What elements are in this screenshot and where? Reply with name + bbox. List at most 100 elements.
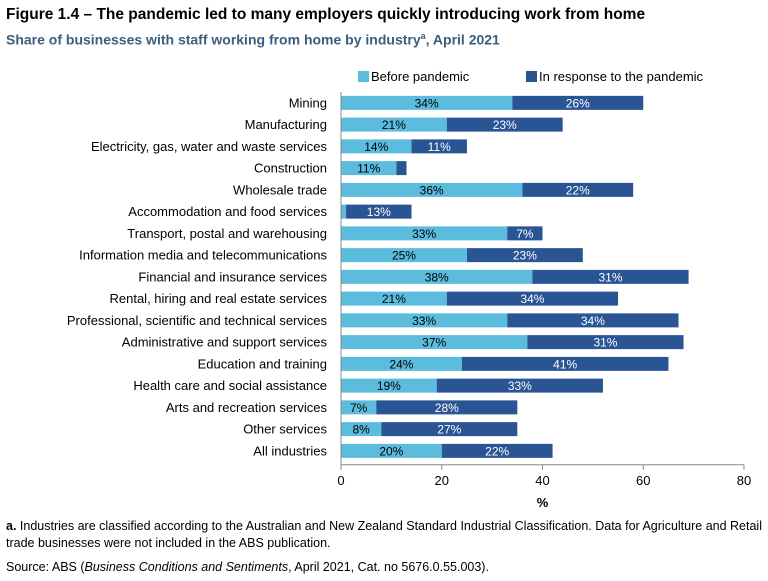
bar-in-response	[446, 117, 563, 132]
bar-before-pandemic	[341, 139, 412, 154]
x-tick-label: 60	[636, 473, 650, 488]
bar-in-response	[466, 248, 583, 263]
bar-before-pandemic	[341, 313, 508, 328]
data-label-before: 38%	[425, 270, 449, 284]
subtitle-text: Share of businesses with staff working f…	[6, 31, 421, 48]
footnote-text: Industries are classified according to t…	[6, 519, 762, 550]
data-label-response: 7%	[516, 227, 534, 241]
bar-before-pandemic	[341, 226, 508, 241]
bar-in-response	[441, 443, 553, 458]
category-label: Professional, scientific and technical s…	[67, 313, 328, 328]
category-label: Rental, hiring and real estate services	[109, 291, 327, 306]
category-label: Financial and insurance services	[138, 269, 327, 284]
data-label-before: 25%	[392, 249, 416, 263]
data-label-response: 22%	[485, 444, 509, 458]
bar-before-pandemic	[341, 422, 382, 437]
bar-in-response	[411, 139, 467, 154]
data-label-response: 13%	[367, 205, 391, 219]
x-axis-title: %	[537, 495, 549, 510]
subtitle-footnote-marker: a	[420, 31, 426, 41]
data-label-before: 37%	[422, 336, 446, 350]
legend-label-before: Before pandemic	[371, 69, 470, 84]
category-label: Other services	[243, 422, 327, 437]
bar-before-pandemic	[341, 378, 437, 393]
bar-in-response	[396, 161, 407, 176]
x-tick-label: 0	[337, 473, 344, 488]
data-label-response: 23%	[513, 249, 537, 263]
chart-title: Figure 1.4 – The pandemic led to many em…	[6, 6, 646, 23]
category-label: Health care and social assistance	[133, 378, 327, 393]
data-label-before: 7%	[350, 401, 368, 415]
bar-before-pandemic	[341, 291, 447, 306]
data-label-before: 34%	[415, 96, 439, 110]
data-label-response: 31%	[593, 336, 617, 350]
bar-in-response	[446, 291, 619, 306]
bar-in-response	[436, 378, 603, 393]
footnote-label: a.	[6, 519, 17, 533]
data-label-before: 36%	[420, 183, 444, 197]
bar-in-response	[381, 422, 518, 437]
data-label-response: 34%	[520, 292, 544, 306]
stacked-bar-chart: Before pandemic In response to the pandem…	[67, 69, 751, 510]
data-label-response: 26%	[566, 96, 590, 110]
bar-in-response	[461, 356, 669, 371]
data-label-response: 33%	[508, 379, 532, 393]
bar-before-pandemic	[341, 204, 347, 219]
bar-before-pandemic	[341, 356, 462, 371]
data-label-before: 24%	[389, 357, 413, 371]
category-label: Electricity, gas, water and waste servic…	[91, 139, 328, 154]
bar-in-response	[507, 226, 543, 241]
data-label-before: 21%	[382, 118, 406, 132]
data-label-before: 33%	[412, 314, 436, 328]
category-label: Wholesale trade	[233, 182, 327, 197]
source-suffix: , April 2021, Cat. no 5676.0.55.003).	[288, 560, 489, 574]
data-label-before: 11%	[357, 162, 380, 176]
source-prefix: Source: ABS (	[6, 560, 85, 574]
data-label-before: 20%	[379, 444, 403, 458]
legend-swatch-response	[526, 71, 537, 82]
data-label-before: 33%	[412, 227, 436, 241]
category-label: Mining	[289, 95, 327, 110]
bar-in-response	[376, 400, 518, 415]
bar-in-response	[527, 335, 684, 350]
category-label: Education and training	[198, 356, 327, 371]
x-tick-label: 20	[435, 473, 449, 488]
bar-in-response	[532, 269, 689, 284]
x-tick-label: 40	[535, 473, 549, 488]
legend-swatch-before	[358, 71, 369, 82]
data-label-before: 8%	[352, 423, 370, 437]
category-label: Administrative and support services	[122, 335, 328, 350]
subtitle-date: , April 2021	[425, 31, 500, 48]
chart-subtitle: Share of businesses with staff working f…	[6, 31, 500, 48]
source-note: Source: ABS (Business Conditions and Sen…	[6, 560, 489, 574]
category-label: Construction	[254, 161, 327, 176]
category-label: Arts and recreation services	[166, 400, 328, 415]
source-title: Business Conditions and Sentiments	[84, 560, 289, 574]
bar-before-pandemic	[341, 95, 513, 110]
bar-before-pandemic	[341, 269, 533, 284]
data-label-before: 14%	[364, 140, 388, 154]
data-label-response: 34%	[581, 314, 605, 328]
bar-before-pandemic	[341, 400, 377, 415]
data-label-before: 19%	[377, 379, 401, 393]
bar-in-response	[522, 182, 634, 197]
data-label-response: 11%	[428, 140, 451, 154]
data-label-response: 28%	[435, 401, 459, 415]
footnote: a. Industries are classified according t…	[6, 518, 762, 552]
data-label-response: 41%	[553, 357, 577, 371]
data-label-response: 22%	[566, 183, 590, 197]
data-label-response: 23%	[493, 118, 517, 132]
category-label: Accommodation and food services	[128, 204, 327, 219]
category-label: Transport, postal and warehousing	[127, 226, 327, 241]
bar-before-pandemic	[341, 161, 397, 176]
bar-in-response	[512, 95, 644, 110]
bar-before-pandemic	[341, 443, 442, 458]
bar-before-pandemic	[341, 335, 528, 350]
data-label-before: 21%	[382, 292, 406, 306]
bar-before-pandemic	[341, 117, 447, 132]
bar-in-response	[346, 204, 412, 219]
x-tick-label: 80	[737, 473, 751, 488]
legend-label-response: In response to the pandemic	[539, 69, 704, 84]
bar-before-pandemic	[341, 182, 523, 197]
category-label: Information media and telecommunications	[79, 248, 327, 263]
